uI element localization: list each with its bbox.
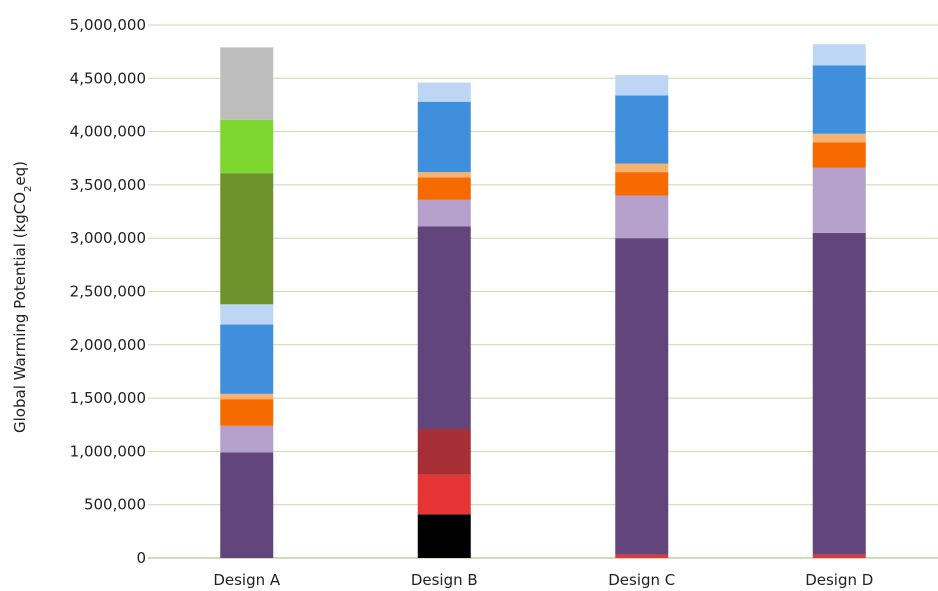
- y-tick-label: 4,500,000: [70, 69, 146, 87]
- bar-segment: [417, 514, 471, 558]
- y-tick-label: 1,500,000: [70, 389, 146, 407]
- bar-segment: [812, 554, 866, 558]
- y-tick-label: 3,000,000: [70, 229, 146, 247]
- bar-segment: [812, 142, 866, 168]
- bar-segment: [220, 393, 274, 400]
- bar-segment: [615, 172, 669, 196]
- y-axis-label-main: Global Warming Potential (kgCO: [11, 192, 29, 433]
- y-axis-label-end: eq): [11, 161, 29, 186]
- bar-segment: [417, 172, 471, 178]
- y-tick-label: 2,500,000: [70, 283, 146, 301]
- bar-segment: [615, 238, 669, 555]
- gridlines: [148, 24, 938, 559]
- y-tick-label: 500,000: [84, 496, 146, 514]
- bar-segment: [220, 452, 274, 558]
- x-axis-ticks: Design A Design B Design C Design D: [213, 571, 873, 589]
- bar-segment: [220, 47, 274, 120]
- y-axis-label: Global Warming Potential (kgCO2eq): [11, 161, 34, 433]
- y-tick-label: 5,000,000: [70, 16, 146, 34]
- x-tick-label: Design B: [411, 571, 478, 589]
- y-tick-label: 3,500,000: [70, 176, 146, 194]
- bar-segment: [615, 95, 669, 164]
- y-axis-ticks: 0 500,000 1,000,000 1,500,000 2,000,000 2,500…: [70, 16, 146, 567]
- bar-segment: [812, 44, 866, 66]
- y-tick-label: 4,000,000: [70, 123, 146, 141]
- y-tick-label: 2,000,000: [70, 336, 146, 354]
- bar-segment: [417, 101, 471, 173]
- bar-segment: [812, 167, 866, 233]
- y-tick-label: 1,000,000: [70, 442, 146, 460]
- y-axis-label-subscript: 2: [23, 186, 34, 192]
- bar-segment: [417, 82, 471, 102]
- bar-segment: [812, 232, 866, 555]
- bar-segment: [220, 399, 274, 426]
- bar-segment: [812, 65, 866, 134]
- bar-segment: [417, 177, 471, 200]
- bars: [220, 44, 866, 558]
- bar-segment: [220, 173, 274, 305]
- bar-segment: [615, 75, 669, 96]
- bar-segment: [417, 474, 471, 515]
- bar-segment: [615, 554, 669, 558]
- x-tick-label: Design D: [805, 571, 873, 589]
- bar-segment: [417, 199, 471, 227]
- bar-segment: [220, 324, 274, 394]
- bar-segment: [220, 304, 274, 325]
- bar-segment: [417, 226, 471, 430]
- x-tick-label: Design A: [213, 571, 281, 589]
- bar-segment: [220, 119, 274, 174]
- bar-segment: [220, 425, 274, 453]
- y-tick-label: 0: [136, 549, 146, 567]
- bar-segment: [615, 163, 669, 173]
- bar-segment: [615, 195, 669, 239]
- bar-segment: [417, 429, 471, 475]
- x-tick-label: Design C: [608, 571, 675, 589]
- bar-segment: [812, 133, 866, 143]
